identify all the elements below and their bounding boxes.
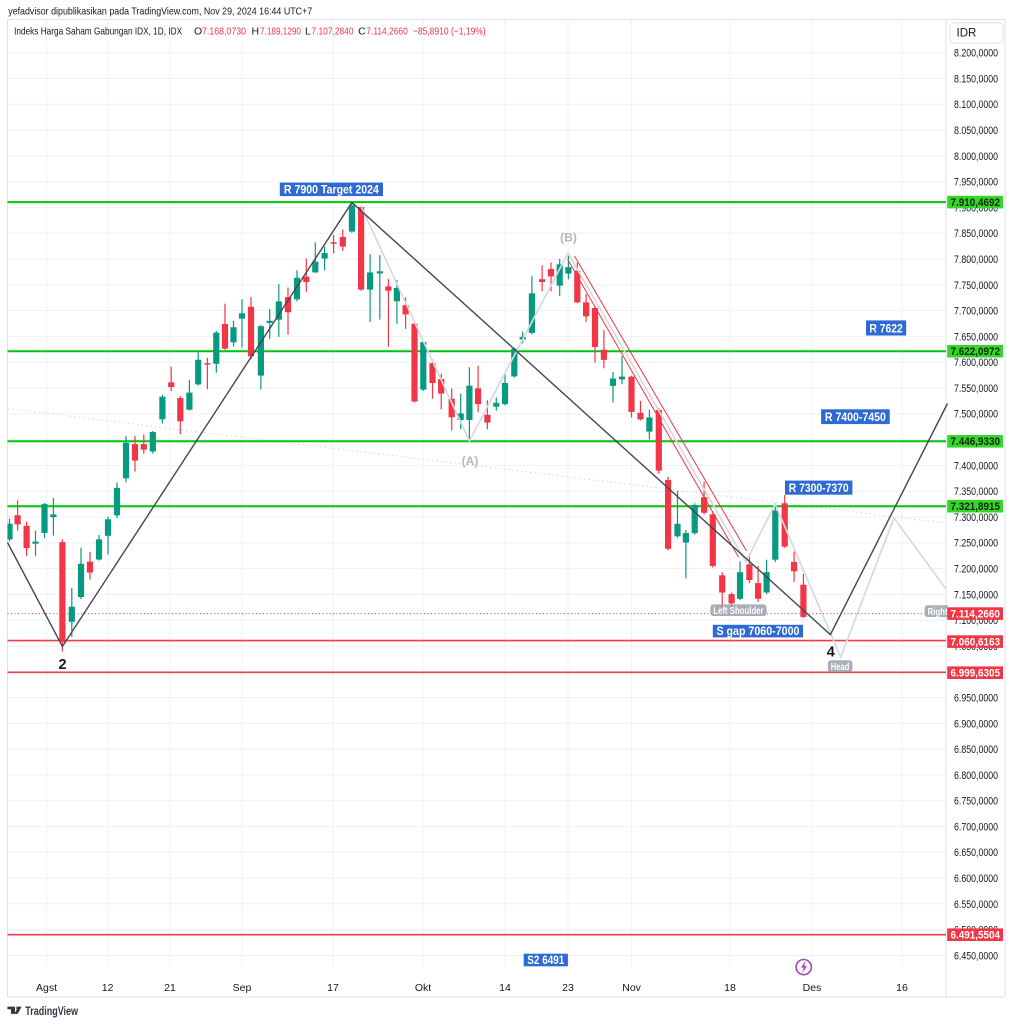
svg-text:7.321,8915: 7.321,8915 — [951, 501, 1001, 513]
svg-text:8.050,0000: 8.050,0000 — [954, 125, 998, 137]
svg-text:6.950,0000: 6.950,0000 — [954, 693, 998, 705]
svg-text:S gap 7060-7000: S gap 7060-7000 — [716, 626, 799, 638]
svg-text:16: 16 — [896, 982, 908, 994]
svg-text:2: 2 — [59, 657, 67, 673]
svg-text:7.114,2660: 7.114,2660 — [366, 26, 408, 38]
svg-text:7.446,9330: 7.446,9330 — [951, 436, 1001, 448]
svg-text:7.114,2660: 7.114,2660 — [951, 609, 1001, 621]
svg-text:R 7622: R 7622 — [869, 321, 903, 335]
svg-text:7.850,0000: 7.850,0000 — [954, 228, 998, 240]
svg-text:Sep: Sep — [233, 982, 252, 994]
svg-text:7.500,0000: 7.500,0000 — [954, 409, 998, 421]
svg-text:O: O — [194, 26, 202, 38]
svg-text:TradingView: TradingView — [25, 1004, 78, 1018]
svg-text:7.400,0000: 7.400,0000 — [954, 460, 998, 472]
svg-text:Head: Head — [831, 662, 850, 673]
svg-text:7.189,1290: 7.189,1290 — [260, 26, 301, 38]
svg-text:17: 17 — [327, 982, 339, 994]
svg-text:Right Shoulder: Right Shoulder — [928, 607, 984, 618]
svg-text:4: 4 — [827, 645, 835, 661]
svg-text:yefadvisor dipublikasikan pada: yefadvisor dipublikasikan pada TradingVi… — [8, 5, 312, 17]
svg-text:Left Shoulder: Left Shoulder — [713, 606, 763, 617]
svg-text:Okt: Okt — [415, 982, 431, 994]
svg-text:23: 23 — [562, 982, 574, 994]
svg-text:8.000,0000: 8.000,0000 — [954, 151, 998, 163]
svg-text:7.950,0000: 7.950,0000 — [954, 177, 998, 189]
svg-text:6.800,0000: 6.800,0000 — [954, 770, 998, 782]
svg-text:7.107,2840: 7.107,2840 — [312, 26, 354, 38]
svg-text:7.600,0000: 7.600,0000 — [954, 357, 998, 369]
svg-text:7.350,0000: 7.350,0000 — [954, 486, 998, 498]
svg-text:7.800,0000: 7.800,0000 — [954, 254, 998, 266]
svg-text:18: 18 — [724, 982, 736, 994]
svg-text:(B): (B) — [560, 231, 577, 245]
svg-text:21: 21 — [164, 982, 176, 994]
svg-text:7.622,0972: 7.622,0972 — [951, 346, 1001, 358]
svg-text:7.750,0000: 7.750,0000 — [954, 280, 998, 292]
svg-text:7.550,0000: 7.550,0000 — [954, 383, 998, 395]
svg-text:6.450,0000: 6.450,0000 — [954, 950, 998, 962]
svg-text:7.168,0730: 7.168,0730 — [202, 26, 246, 38]
svg-text:Agst: Agst — [36, 982, 57, 994]
svg-text:6.900,0000: 6.900,0000 — [954, 718, 998, 730]
svg-text:8.100,0000: 8.100,0000 — [954, 99, 998, 111]
svg-text:Des: Des — [803, 982, 822, 994]
svg-text:6.999,6305: 6.999,6305 — [951, 668, 1001, 680]
svg-text:7.200,0000: 7.200,0000 — [954, 564, 998, 576]
svg-text:7.060,6163: 7.060,6163 — [951, 637, 1001, 649]
svg-text:8.150,0000: 8.150,0000 — [954, 73, 998, 85]
svg-text:14: 14 — [499, 982, 511, 994]
svg-text:7.250,0000: 7.250,0000 — [954, 538, 998, 550]
svg-text:6.700,0000: 6.700,0000 — [954, 822, 998, 834]
svg-text:6.600,0000: 6.600,0000 — [954, 873, 998, 885]
svg-text:6.491,5504: 6.491,5504 — [951, 930, 1001, 942]
svg-text:H: H — [252, 26, 260, 38]
svg-text:7.650,0000: 7.650,0000 — [954, 331, 998, 343]
svg-text:6.750,0000: 6.750,0000 — [954, 796, 998, 808]
svg-text:Nov: Nov — [622, 982, 641, 994]
svg-text:7.700,0000: 7.700,0000 — [954, 306, 998, 318]
svg-text:S2 6491: S2 6491 — [527, 955, 565, 967]
svg-text:6.650,0000: 6.650,0000 — [954, 847, 998, 859]
svg-text:L: L — [305, 26, 311, 38]
svg-text:R 7300-7370: R 7300-7370 — [789, 481, 849, 495]
svg-text:8.200,0000: 8.200,0000 — [954, 48, 998, 60]
svg-text:Indeks Harga Saham Gabungan ID: Indeks Harga Saham Gabungan IDX, 1D, IDX — [14, 26, 182, 38]
svg-text:7.300,0000: 7.300,0000 — [954, 512, 998, 524]
svg-text:R 7400-7450: R 7400-7450 — [825, 410, 886, 424]
svg-text:R 7900 Target 2024: R 7900 Target 2024 — [284, 185, 380, 197]
svg-text:IDR: IDR — [957, 28, 977, 40]
svg-text:7.150,0000: 7.150,0000 — [954, 589, 998, 601]
svg-text:12: 12 — [102, 982, 114, 994]
svg-text:−85,8910 (−1,19%): −85,8910 (−1,19%) — [413, 26, 486, 38]
svg-text:C: C — [358, 26, 366, 38]
svg-text:6.550,0000: 6.550,0000 — [954, 899, 998, 911]
svg-text:6.850,0000: 6.850,0000 — [954, 744, 998, 756]
svg-text:7.910,4692: 7.910,4692 — [951, 197, 1001, 209]
svg-text:(A): (A) — [462, 454, 479, 468]
